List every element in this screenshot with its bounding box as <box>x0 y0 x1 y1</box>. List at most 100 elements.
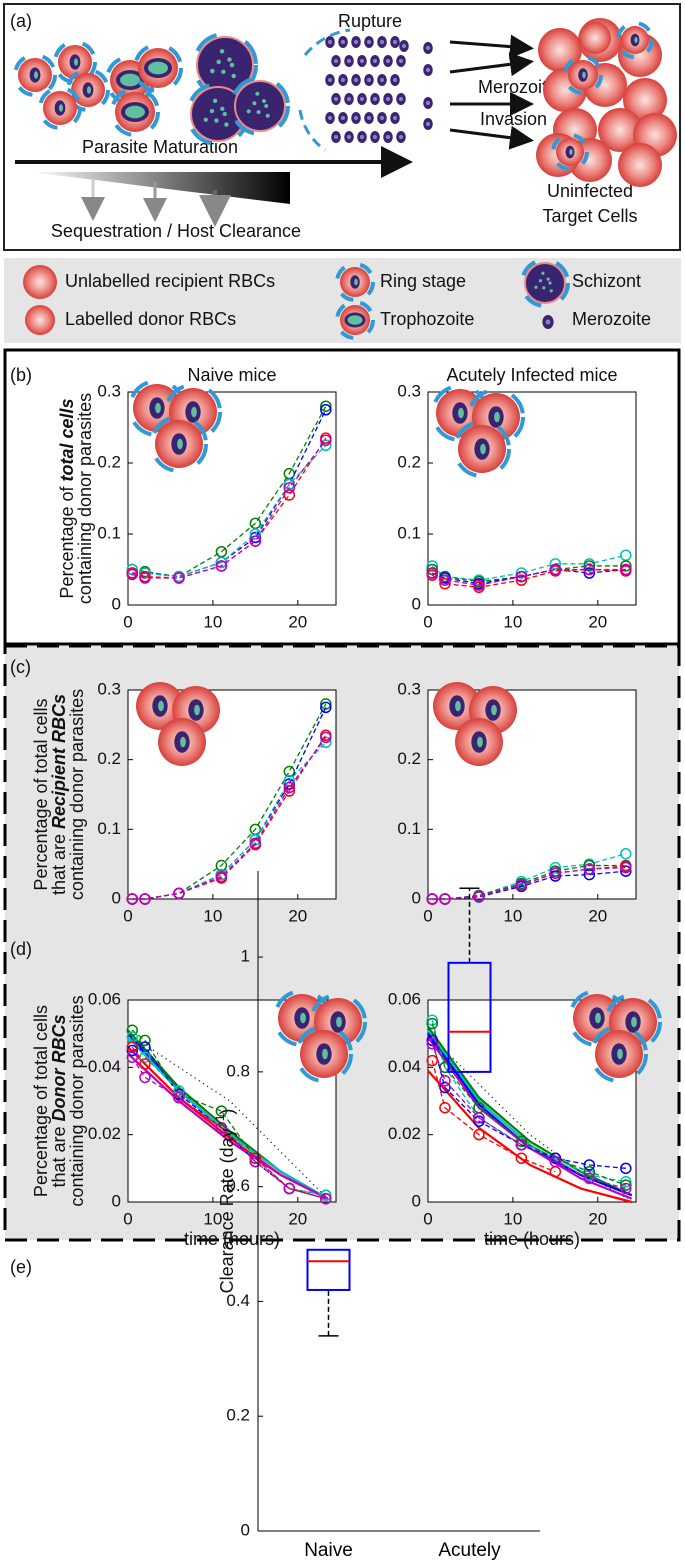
data-point <box>173 887 185 900</box>
y-axis-label-part: Percentage of total cells <box>31 698 51 890</box>
panel-label: (d) <box>10 939 32 959</box>
data-point <box>139 893 151 905</box>
schizont-dot <box>255 91 260 96</box>
data-point <box>320 701 332 714</box>
schizont-dot <box>221 69 226 75</box>
x-tick-label: 20 <box>588 1209 607 1228</box>
series-line <box>431 1020 626 1183</box>
ring-core <box>595 1012 601 1024</box>
rbc-icon <box>23 265 57 299</box>
box <box>306 1248 351 1291</box>
schizont-dot <box>219 49 225 54</box>
data-point <box>215 859 228 872</box>
data-point <box>439 1075 451 1087</box>
data-point <box>439 574 451 586</box>
data-point <box>139 572 151 584</box>
series-line <box>131 1056 326 1200</box>
y-tick-label: 0.06 <box>88 989 121 1008</box>
series-line <box>432 867 626 900</box>
merozoite-core <box>372 134 378 140</box>
merozoite-core <box>353 115 359 121</box>
fit-line <box>127 1053 329 1200</box>
merozoite-core <box>545 319 551 325</box>
schizont-dot <box>265 113 270 118</box>
data-point <box>515 879 528 891</box>
data-point <box>139 1058 151 1070</box>
merozoite-core <box>425 45 431 51</box>
data-point <box>426 1054 438 1067</box>
x-tick-label: 0 <box>123 612 132 631</box>
label-ring <box>604 993 662 1051</box>
data-point <box>139 567 151 579</box>
label-ring <box>192 32 258 98</box>
data-point <box>426 560 438 572</box>
y-axis-label: Percentage of total cells <box>31 1005 51 1197</box>
data-point <box>549 563 562 576</box>
label-ring <box>335 300 375 340</box>
x-tick-label: 0 <box>423 906 432 925</box>
data-point <box>249 528 262 540</box>
merozoite-core <box>379 39 385 45</box>
merozoite-core <box>372 96 378 102</box>
troph-core <box>120 73 140 87</box>
ring-core <box>336 1016 342 1028</box>
y-axis-label-part: Percentage of total cells <box>31 1005 51 1197</box>
schizont-dot <box>212 98 218 103</box>
y-tick-label: 0 <box>412 594 421 613</box>
label-ring <box>520 258 570 308</box>
merozoite-core <box>366 115 372 121</box>
merozoite-core <box>359 58 365 64</box>
troph-core <box>148 61 168 75</box>
data-point <box>549 1152 562 1164</box>
ring-core <box>180 736 186 748</box>
data-point <box>320 698 332 710</box>
merozoite-core <box>392 39 398 45</box>
data-point <box>620 560 632 572</box>
ring-core <box>177 438 183 450</box>
data-point <box>549 861 562 874</box>
merozoite-core <box>346 96 352 102</box>
y-tick-label: 0.6 <box>226 1176 250 1195</box>
merozoite-core <box>385 96 391 102</box>
x-tick-label: 20 <box>288 1209 307 1228</box>
data-point <box>583 1159 596 1171</box>
ring-core <box>194 704 200 716</box>
ring-core <box>494 411 500 423</box>
data-point <box>439 893 451 905</box>
ring-core <box>322 1048 328 1060</box>
data-point <box>620 1182 632 1195</box>
y-axis-label-part: containing donor parasites <box>67 995 87 1206</box>
x-tick-label: 10 <box>503 1209 522 1228</box>
x-tick-label: 10 <box>203 1209 222 1228</box>
data-point <box>515 567 528 579</box>
data-point <box>473 890 485 902</box>
ring-core <box>191 406 197 418</box>
schizont-dot <box>220 106 225 111</box>
invasion-arrow <box>449 52 534 77</box>
merozoite-core <box>359 134 365 140</box>
data-point <box>620 563 632 576</box>
chart-title: Naive mice <box>187 365 276 385</box>
merozoite-core <box>333 96 339 102</box>
panel-label: (b) <box>10 365 32 385</box>
label-ring <box>66 68 110 112</box>
schizont-icon <box>234 80 286 132</box>
data-point <box>583 567 596 579</box>
data-point <box>473 1128 485 1141</box>
data-point <box>215 560 228 572</box>
data-point <box>249 1152 262 1164</box>
label-ring <box>230 76 290 136</box>
schizont-dot <box>209 108 215 114</box>
y-tick-label: 0.2 <box>397 452 421 471</box>
data-point <box>515 574 528 586</box>
ring-core <box>455 700 461 712</box>
data-point <box>320 1189 332 1202</box>
ring-core <box>73 58 79 66</box>
schizont-icon <box>524 262 566 304</box>
data-point <box>583 563 596 576</box>
y-tick-label: 0.2 <box>97 452 121 471</box>
data-point <box>126 1024 138 1037</box>
data-point <box>320 400 332 412</box>
